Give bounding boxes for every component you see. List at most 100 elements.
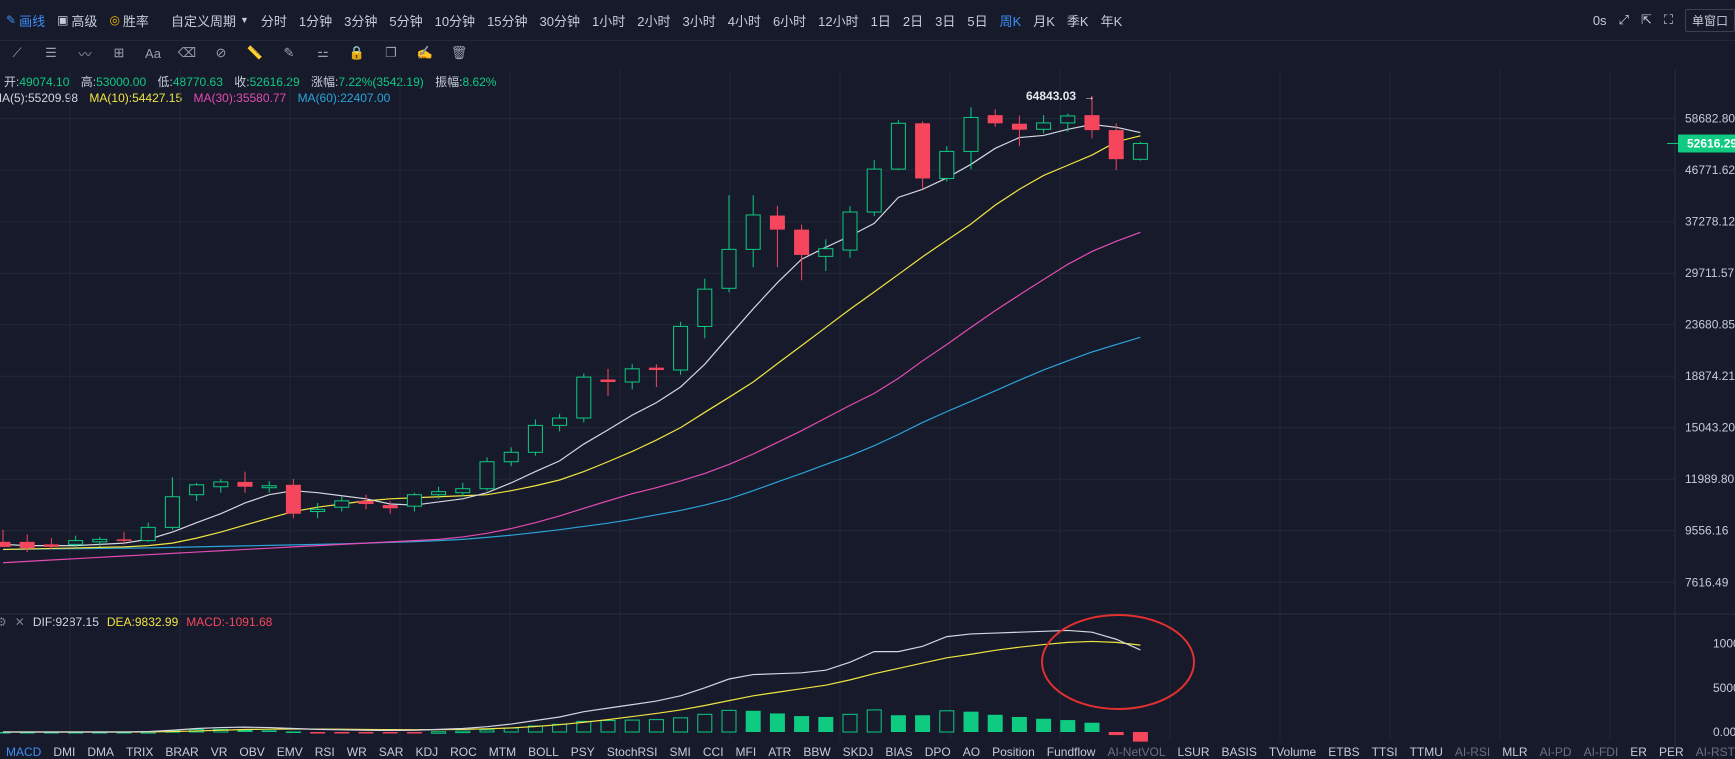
indicator-tab[interactable]: ATR xyxy=(768,746,792,759)
settings-icon[interactable]: ⚙ xyxy=(0,615,7,629)
period-tab[interactable]: 12小时 xyxy=(818,13,859,29)
period-tab[interactable]: 1小时 xyxy=(592,13,626,29)
macd-legend: ⚙ ✕ DIF:9287.15 DEA:9832.99 MACD:-1091.6… xyxy=(0,615,280,629)
candle-body xyxy=(1036,122,1052,130)
period-tab[interactable]: 10分钟 xyxy=(434,13,476,29)
indicator-tab[interactable]: TVolume xyxy=(1268,746,1317,759)
period-tab[interactable]: 2日 xyxy=(902,13,924,29)
period-tab[interactable]: 5日 xyxy=(967,13,988,29)
expand-icon[interactable]: ⤢ xyxy=(1618,12,1629,27)
candle-style-icon[interactable]: ⚍ xyxy=(317,45,329,60)
indicator-tab[interactable]: Fundflow xyxy=(1046,746,1096,759)
period-tab[interactable]: 月K xyxy=(1033,13,1055,29)
macd-label: MACD:-1091.68 xyxy=(186,615,273,629)
indicator-tab[interactable]: TRIX xyxy=(126,746,154,759)
indicator-tab[interactable]: OBV xyxy=(239,746,265,759)
indicator-tab[interactable]: TTSI xyxy=(1371,746,1398,759)
indicator-tab[interactable]: StochRSI xyxy=(606,746,658,759)
indicator-tab[interactable]: AI-PD xyxy=(1539,746,1572,759)
indicator-tab[interactable]: PSY xyxy=(570,746,595,759)
indicator-tab[interactable]: MACD xyxy=(6,746,42,759)
candle-body xyxy=(721,248,737,289)
indicator-tab[interactable]: DMA xyxy=(87,746,115,759)
indicator-tab[interactable]: EMV xyxy=(276,746,303,759)
indicator-tab[interactable]: ROC xyxy=(450,746,477,759)
trash-icon[interactable]: 🗑 xyxy=(450,45,468,60)
indicator-tab[interactable]: SKDJ xyxy=(842,746,874,759)
indicator-tab[interactable]: RSI xyxy=(314,746,335,759)
macd-bar xyxy=(358,732,374,734)
indicator-tab[interactable]: MTM xyxy=(488,746,517,759)
period-tab[interactable]: 15分钟 xyxy=(487,13,528,29)
indicator-tab[interactable]: AI-RST xyxy=(1695,746,1735,759)
period-tab[interactable]: 3日 xyxy=(935,13,956,29)
crosshair-box-icon[interactable]: ⊞ xyxy=(113,45,125,60)
brush-icon[interactable]: ✎ xyxy=(283,45,295,60)
window-mode-button[interactable]: 单窗口 xyxy=(1684,8,1735,32)
indicator-tab[interactable]: Position xyxy=(992,746,1035,759)
macd-bar xyxy=(745,710,761,732)
period-tab[interactable]: 3分钟 xyxy=(344,13,378,29)
period-tab[interactable]: 5分钟 xyxy=(389,13,423,29)
period-tab[interactable]: 1分钟 xyxy=(298,13,333,29)
indicator-tab[interactable]: MFI xyxy=(735,746,757,759)
period-tab[interactable]: 年K xyxy=(1100,13,1123,29)
indicator-tab[interactable]: AI-RSI xyxy=(1454,746,1491,759)
indicator-tab[interactable]: MLR xyxy=(1502,746,1528,759)
line-tool-icon[interactable]: ⟋ xyxy=(12,45,22,60)
win-rate-button[interactable]: ◎ 胜率 xyxy=(103,11,155,30)
eraser-icon[interactable]: ⌫ xyxy=(177,45,197,60)
draw-line-button[interactable]: ✎ 画线 xyxy=(0,11,51,30)
indicator-tab[interactable]: WR xyxy=(346,746,367,759)
indicator-tab[interactable]: BIAS xyxy=(885,746,913,759)
indicator-tab[interactable]: PER xyxy=(1658,746,1684,759)
copy-icon[interactable]: ❐ xyxy=(385,45,397,60)
indicator-tab[interactable]: BBW xyxy=(803,746,831,759)
indicator-tab[interactable]: DPO xyxy=(924,746,951,759)
period-tab[interactable]: 3小时 xyxy=(682,13,716,29)
period-tab[interactable]: 2小时 xyxy=(637,13,671,29)
period-tab[interactable]: 季K xyxy=(1066,13,1089,29)
indicator-tab[interactable]: VR xyxy=(210,746,228,759)
candle-body xyxy=(310,508,326,513)
candle xyxy=(92,536,108,547)
fullscreen-icon[interactable]: ⛶ xyxy=(1663,12,1673,27)
indicator-tab[interactable]: CCI xyxy=(702,746,724,759)
macd-bar xyxy=(285,731,301,733)
indicator-tab[interactable]: BOLL xyxy=(528,746,559,759)
indicator-tab[interactable]: SMI xyxy=(669,746,691,759)
indicator-tab[interactable]: AI-NetVOL xyxy=(1107,746,1166,759)
indicator-tab[interactable]: BRAR xyxy=(165,746,199,759)
indicator-tab[interactable]: TTMU xyxy=(1409,746,1443,759)
indicator-tab[interactable]: SAR xyxy=(378,746,404,759)
period-tab[interactable]: 6小时 xyxy=(772,13,807,29)
indicator-tab[interactable]: ETBS xyxy=(1328,746,1360,759)
period-tab[interactable]: 30分钟 xyxy=(539,13,580,29)
wave-icon[interactable]: 〰 xyxy=(78,46,92,62)
price-tick: 29711.57 xyxy=(1685,266,1734,280)
indicator-tab[interactable]: LSUR xyxy=(1177,746,1210,759)
lock-icon[interactable]: 🔒 xyxy=(348,45,366,60)
edit-icon[interactable]: ✍ xyxy=(416,45,434,60)
period-tab[interactable]: 1日 xyxy=(870,13,891,29)
indicator-tab[interactable]: KDJ xyxy=(415,746,439,759)
indicator-tab[interactable]: AO xyxy=(962,746,981,759)
indicator-tab[interactable]: ER xyxy=(1630,746,1647,759)
hide-icon[interactable]: ⊘ xyxy=(215,45,227,60)
indicator-tab[interactable]: BASIS xyxy=(1221,746,1257,759)
indicator-tab[interactable]: AI-FDI xyxy=(1583,746,1619,759)
indicator-tab[interactable]: DMI xyxy=(53,746,76,759)
custom-period-dropdown[interactable]: 自定义周期 ▼ xyxy=(165,11,255,30)
period-tab[interactable]: 周K xyxy=(999,13,1022,29)
text-icon[interactable]: Aa xyxy=(145,45,161,61)
candle-body xyxy=(890,122,906,170)
period-tab[interactable]: 分时 xyxy=(260,13,287,29)
horizontal-line-icon[interactable]: ☰ xyxy=(45,45,57,60)
ruler-icon[interactable]: 📏 xyxy=(246,45,264,60)
close-icon[interactable]: ✕ xyxy=(14,615,25,629)
popout-icon[interactable]: ⇱ xyxy=(1640,12,1652,27)
advanced-button[interactable]: ▣ 高级 xyxy=(51,11,103,30)
ma-legend: MA(5):55209.98 MA(10):54427.15 MA(30):35… xyxy=(0,91,398,105)
period-tab[interactable]: 4小时 xyxy=(727,13,761,29)
